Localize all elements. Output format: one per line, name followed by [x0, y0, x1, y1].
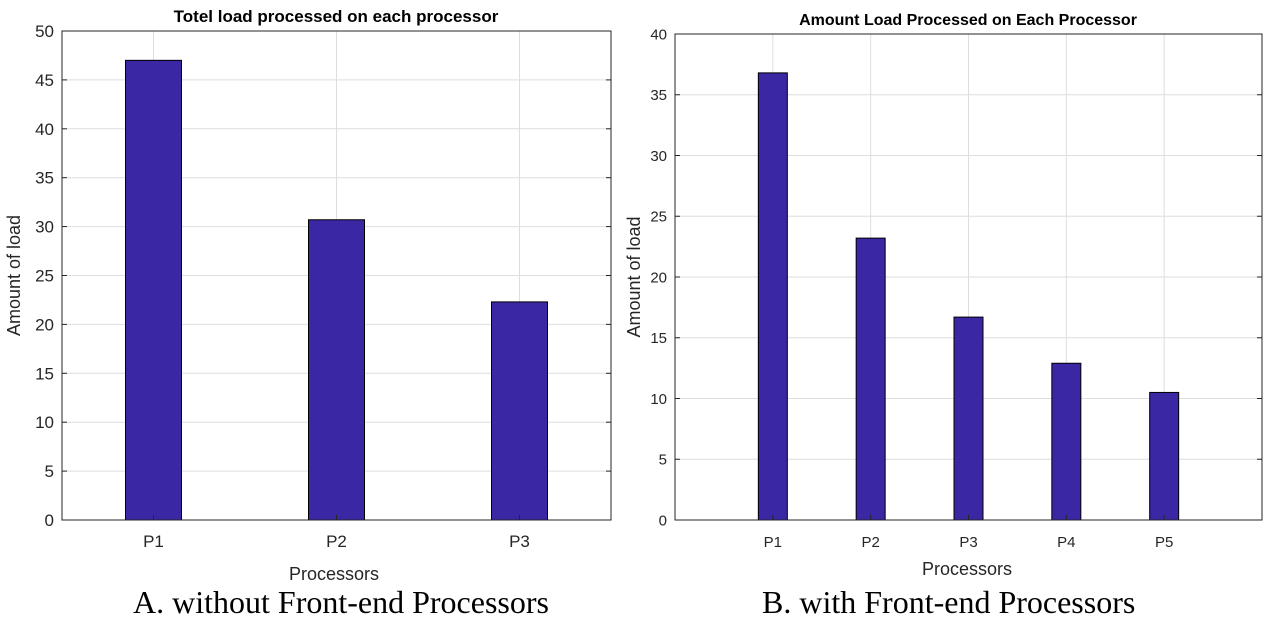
y-tick-label: 50 [35, 22, 54, 41]
chart-b: 0 5 10 15 20 25 30 35 40 P1 P2 P3 P4 P5 Amount Load Pr… [624, 12, 1263, 579]
bar-p3 [953, 316, 984, 521]
y-tick-label: 35 [35, 169, 54, 188]
bar-p4 [1051, 362, 1082, 521]
y-tick-label: 0 [45, 511, 54, 530]
x-tick-label: P2 [861, 534, 879, 551]
bar-p5 [1149, 391, 1180, 521]
x-axis-label: Processors [922, 559, 1012, 579]
x-tick-label: P1 [764, 534, 782, 551]
x-tick-label: P2 [326, 532, 347, 551]
bar-p1 [757, 72, 788, 521]
caption-a: A. without Front-end Processors [133, 584, 549, 620]
y-tick-label: 5 [45, 462, 54, 481]
y-tick-label: 30 [35, 218, 54, 237]
x-tick-label: P5 [1155, 534, 1173, 551]
bar-p1 [125, 59, 182, 521]
y-tick-label: 40 [35, 120, 54, 139]
chart-a: 0 5 10 15 20 25 30 35 40 45 50 P1 P2 P3 Totel load pro… [4, 7, 612, 584]
x-tick-label: P3 [509, 532, 530, 551]
y-tick-label: 35 [650, 87, 667, 104]
chart-title: Amount Load Processed on Each Processor [799, 12, 1137, 29]
y-axis-label: Amount of load [624, 216, 644, 337]
y-tick-label: 5 [659, 452, 667, 469]
x-tick-label: P4 [1057, 534, 1075, 551]
y-tick-label: 15 [35, 364, 54, 383]
bar-p2 [855, 237, 886, 521]
y-tick-label: 40 [650, 26, 667, 43]
bar-p2 [308, 219, 365, 521]
x-tick-label: P3 [959, 534, 977, 551]
y-tick-label: 45 [35, 71, 54, 90]
y-tick-label: 10 [650, 391, 667, 408]
y-tick-label: 20 [35, 315, 54, 334]
chart-title: Totel load processed on each processor [174, 7, 499, 26]
x-tick-label: P1 [143, 532, 164, 551]
x-axis-label: Processors [289, 564, 379, 584]
y-tick-label: 25 [35, 266, 54, 285]
y-tick-label: 20 [650, 269, 667, 286]
y-tick-label: 10 [35, 413, 54, 432]
y-axis-label: Amount of load [4, 215, 24, 336]
y-tick-label: 30 [650, 148, 667, 165]
bar-p3 [491, 301, 548, 521]
y-tick-label: 15 [650, 330, 667, 347]
y-tick-label: 25 [650, 209, 667, 226]
caption-b: B. with Front-end Processors [762, 584, 1136, 620]
y-tick-label: 0 [659, 512, 667, 529]
